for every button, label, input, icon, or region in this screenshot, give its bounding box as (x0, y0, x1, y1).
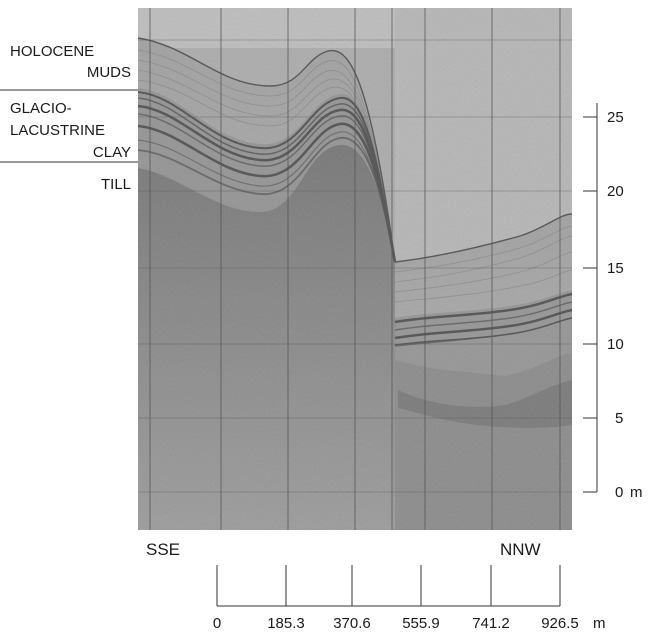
unit-label-line: LACUSTRINE (10, 122, 105, 139)
distance-tick: 926.5 (541, 565, 579, 632)
depth-tick-label: 0 (615, 484, 623, 501)
unit-label-line: GLACIO- (10, 100, 72, 117)
unit-till: TILL (101, 176, 131, 193)
depth-tick-label: 20 (607, 183, 624, 200)
distance-tick: 555.9 (402, 565, 440, 632)
distance-tick-label: 555.9 (402, 615, 440, 632)
depth-tick: 5 (583, 410, 623, 427)
direction-label-sse: SSE (146, 540, 180, 559)
unit-label-line: CLAY (93, 144, 131, 161)
depth-tick: 15 (583, 260, 624, 277)
distance-unit-label: m (593, 615, 606, 632)
depth-tick: 20 (583, 183, 624, 200)
distance-scale: 0 185.3 370.6 555.9 741.2 926.5 m (213, 565, 606, 632)
distance-tick: 741.2 (472, 565, 510, 632)
distance-tick-label: 185.3 (267, 615, 305, 632)
depth-tick: 25 (583, 109, 624, 126)
distance-tick: 185.3 (267, 565, 305, 632)
unit-label-line: TILL (101, 176, 131, 193)
unit-label-line: MUDS (87, 64, 131, 81)
depth-tick: 0 (583, 484, 623, 501)
depth-tick-label: 5 (615, 410, 623, 427)
seismic-record-image (138, 8, 572, 530)
distance-tick: 0 (213, 565, 221, 632)
distance-tick-label: 370.6 (333, 615, 371, 632)
depth-tick-label: 25 (607, 109, 624, 126)
stratigraphic-units-legend: HOLOCENE MUDS GLACIO- LACUSTRINE CLAY TI… (0, 43, 138, 193)
depth-tick-label: 15 (607, 260, 624, 277)
depth-tick: 10 (583, 336, 624, 353)
unit-holocene-muds: HOLOCENE MUDS (0, 43, 138, 91)
depth-unit-label: m (630, 484, 643, 501)
unit-glacio-lacustrine-clay: GLACIO- LACUSTRINE CLAY (0, 100, 138, 163)
distance-tick: 370.6 (333, 565, 371, 632)
distance-tick-label: 926.5 (541, 615, 579, 632)
distance-tick-label: 741.2 (472, 615, 510, 632)
depth-tick-label: 10 (607, 336, 624, 353)
depth-scale: 25 20 15 10 5 0 m (583, 103, 643, 501)
distance-tick-label: 0 (213, 615, 221, 632)
unit-label-line: HOLOCENE (10, 43, 94, 60)
direction-label-nnw: NNW (500, 540, 541, 559)
